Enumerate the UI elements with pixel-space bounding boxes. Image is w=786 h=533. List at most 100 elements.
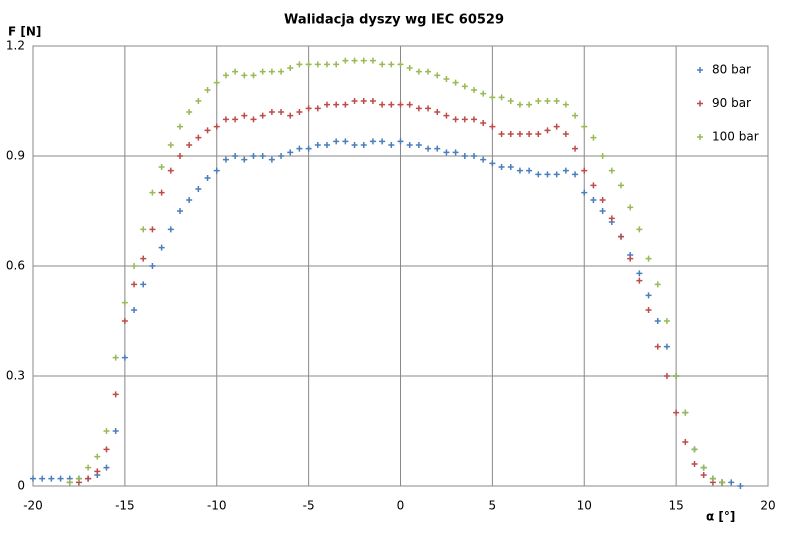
x-tick-label: -15 — [115, 499, 135, 513]
data-point — [645, 255, 652, 262]
data-point — [121, 299, 128, 306]
data-point — [222, 72, 229, 79]
data-point — [66, 479, 73, 486]
data-point — [278, 68, 285, 75]
y-tick-label: 0.9 — [6, 149, 25, 163]
data-point — [636, 277, 643, 284]
data-point — [278, 109, 285, 115]
data-point — [673, 373, 680, 379]
data-point — [112, 428, 119, 434]
data-point — [177, 123, 183, 130]
data-point — [489, 123, 496, 130]
data-point — [103, 446, 110, 453]
legend-marker — [697, 134, 703, 140]
data-point — [39, 475, 46, 482]
data-point — [213, 79, 220, 86]
data-point — [645, 307, 652, 313]
data-point — [526, 167, 533, 174]
data-point — [351, 98, 358, 104]
data-point — [452, 149, 459, 156]
data-point — [544, 127, 551, 134]
y-tick-label: 1.2 — [6, 39, 25, 53]
data-point — [140, 226, 147, 233]
data-point — [57, 475, 64, 482]
data-point — [443, 112, 450, 119]
data-point — [121, 318, 128, 324]
x-tick-label: -20 — [23, 499, 43, 513]
data-point — [305, 61, 312, 68]
data-point — [526, 101, 533, 108]
data-point — [85, 475, 92, 482]
data-point — [388, 61, 395, 68]
data-point — [397, 61, 404, 68]
data-point — [728, 479, 735, 486]
data-point — [443, 149, 450, 156]
data-point — [572, 171, 579, 178]
data-point — [480, 90, 487, 97]
data-point — [682, 409, 689, 416]
data-point — [590, 182, 597, 189]
data-point — [516, 167, 523, 174]
data-point — [654, 281, 661, 288]
data-point — [471, 87, 477, 93]
data-point — [663, 318, 670, 324]
data-point — [535, 171, 542, 178]
data-point — [241, 156, 248, 163]
data-point — [259, 112, 266, 119]
data-point — [296, 145, 303, 152]
data-point — [186, 109, 193, 115]
data-point — [425, 105, 432, 112]
data-point — [131, 307, 138, 313]
data-point — [296, 109, 303, 115]
data-point — [342, 57, 349, 64]
data-point — [287, 112, 294, 119]
data-point — [480, 156, 487, 163]
data-point — [103, 464, 110, 471]
data-point — [388, 101, 395, 108]
data-point — [232, 68, 239, 75]
data-point — [112, 354, 119, 361]
data-point — [544, 171, 551, 178]
data-point — [461, 116, 468, 123]
data-point — [351, 142, 358, 148]
data-point — [471, 116, 477, 123]
legend-marker — [697, 100, 703, 107]
data-point — [369, 98, 376, 104]
data-point — [590, 134, 597, 141]
data-point — [177, 153, 183, 159]
data-point — [489, 160, 496, 167]
data-point — [599, 197, 606, 203]
x-tick-label: 15 — [668, 499, 683, 513]
data-point — [369, 138, 376, 145]
data-point — [572, 145, 579, 152]
data-point — [324, 61, 330, 68]
data-point — [305, 145, 312, 152]
data-point — [425, 68, 432, 75]
data-point — [195, 186, 202, 192]
data-point — [85, 464, 92, 471]
data-point — [709, 475, 716, 482]
y-tick-label: 0.6 — [6, 259, 25, 273]
data-point — [535, 98, 542, 104]
data-point — [516, 131, 523, 137]
data-point — [94, 453, 101, 460]
data-point — [186, 197, 193, 203]
data-point — [342, 138, 349, 145]
data-point — [590, 197, 597, 203]
data-point — [222, 156, 229, 163]
data-point — [663, 373, 670, 379]
legend-label: 90 bar — [712, 96, 751, 110]
data-point — [663, 343, 670, 350]
data-point — [636, 226, 643, 233]
data-point — [562, 167, 569, 174]
data-point — [314, 142, 321, 148]
data-point — [415, 142, 422, 148]
data-point — [131, 281, 138, 288]
data-point — [213, 167, 220, 174]
data-point — [333, 138, 340, 145]
data-point — [682, 439, 689, 445]
x-tick-label: 10 — [577, 499, 592, 513]
data-point — [140, 281, 147, 288]
data-point — [719, 479, 726, 486]
